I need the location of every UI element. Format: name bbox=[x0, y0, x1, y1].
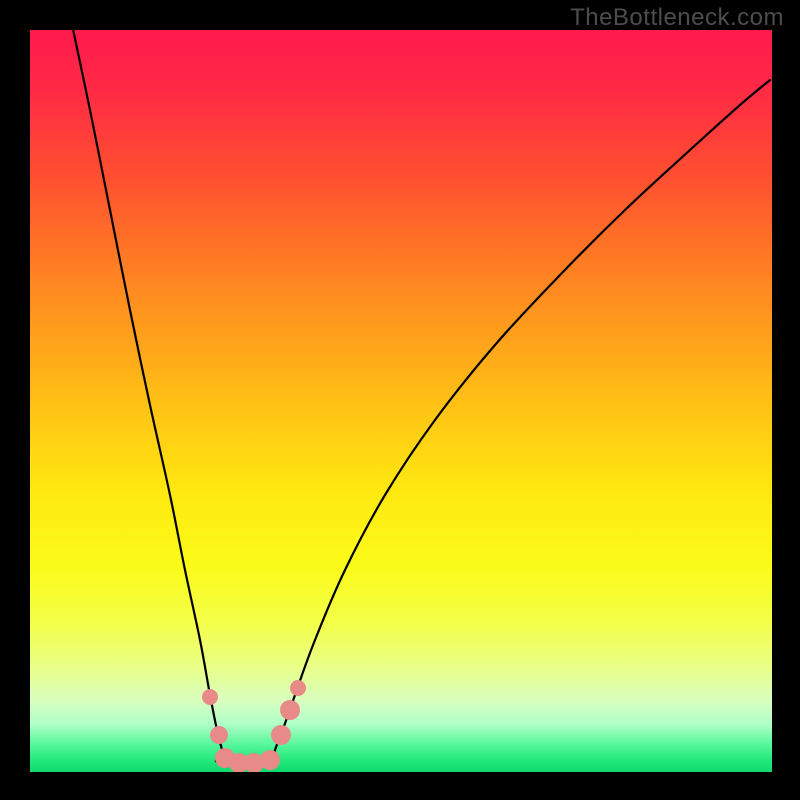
marker-point bbox=[210, 726, 228, 744]
marker-point bbox=[202, 689, 218, 705]
marker-point bbox=[260, 750, 280, 770]
watermark-text: TheBottleneck.com bbox=[570, 4, 784, 32]
bottleneck-chart bbox=[0, 0, 800, 800]
marker-point bbox=[280, 700, 300, 720]
gradient-background bbox=[30, 30, 772, 772]
marker-point bbox=[271, 725, 291, 745]
marker-point bbox=[290, 680, 306, 696]
